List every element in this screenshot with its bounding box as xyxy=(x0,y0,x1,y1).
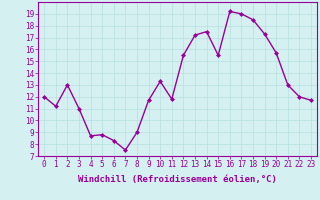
X-axis label: Windchill (Refroidissement éolien,°C): Windchill (Refroidissement éolien,°C) xyxy=(78,175,277,184)
